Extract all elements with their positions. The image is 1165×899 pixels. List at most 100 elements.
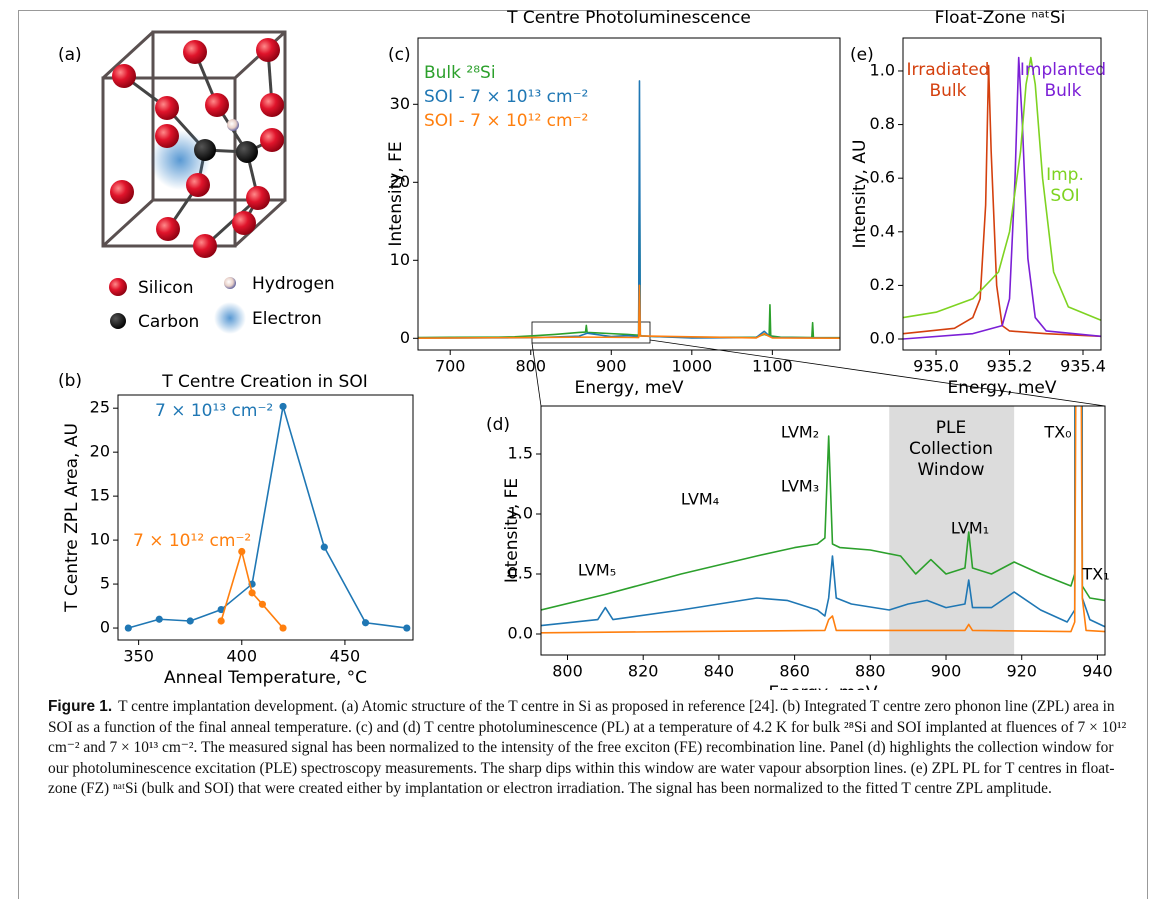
series-label-box: Irradiated Bulk	[900, 60, 996, 110]
axes-frame	[418, 38, 840, 350]
y-tick-label: 25	[90, 398, 110, 417]
annotation: PLE Collection Window	[892, 418, 1010, 481]
series-marker	[321, 544, 328, 551]
x-tick-label: 800	[515, 357, 546, 376]
figure: (a) Silicon Hydrogen	[0, 0, 1165, 690]
x-axis-label: Energy, meV	[769, 683, 878, 690]
y-tick-label: 10	[90, 530, 110, 549]
y-tick-label: 0.6	[870, 168, 895, 187]
x-tick-label: 400	[227, 647, 258, 666]
carbon-atom	[236, 141, 258, 163]
annotation: LVM₁	[951, 519, 989, 538]
carbon-atom	[194, 139, 216, 161]
y-tick-label: 5	[100, 574, 110, 593]
x-axis-label: Anneal Temperature, °C	[164, 668, 367, 688]
y-axis-label: Intensity, AU	[850, 140, 870, 249]
legend-marker	[110, 313, 126, 329]
annotation: TX₀	[1043, 423, 1071, 442]
legend-label: Electron	[252, 309, 322, 329]
chart-panel: Irradiated Bulk Implanted Bulk Imp. SOI 935…	[850, 8, 1111, 398]
y-tick-label: 0.0	[870, 329, 895, 348]
series-label: 7 × 10¹³ cm⁻²	[155, 401, 273, 421]
panel-a: (a) Silicon Hydrogen	[58, 32, 335, 334]
y-tick-label: 15	[90, 486, 110, 505]
x-tick-label: 700	[435, 357, 466, 376]
caption-label: Figure 1.	[48, 698, 112, 715]
chart-title: T Centre Creation in SOI	[161, 372, 367, 392]
legend-label: Carbon	[138, 312, 199, 332]
x-tick-label: 880	[855, 662, 886, 681]
series-marker	[187, 617, 194, 624]
series-marker	[259, 601, 266, 608]
y-tick-label: 30	[390, 94, 410, 113]
series-marker	[279, 624, 286, 631]
x-tick-label: 1000	[671, 357, 712, 376]
series-marker	[125, 624, 132, 631]
series-marker	[156, 616, 163, 623]
annotation: TX₁	[1081, 565, 1109, 584]
x-tick-label: 935.2	[987, 357, 1033, 376]
caption-text: T centre implantation development. (a) A…	[48, 698, 1126, 797]
series-marker	[248, 589, 255, 596]
chart-title: T Centre Photoluminescence	[506, 8, 751, 28]
y-tick-label: 20	[90, 442, 110, 461]
y-axis-label: Intensity, FE	[386, 141, 406, 246]
x-tick-label: 800	[552, 662, 583, 681]
x-tick-label: 820	[628, 662, 659, 681]
legend-marker	[214, 302, 246, 334]
annotation: LVM₃	[781, 477, 819, 496]
y-axis-label: T Centre ZPL Area, AU	[62, 423, 82, 613]
series-line	[418, 285, 840, 338]
y-axis-label: Intensity, FE	[502, 478, 522, 583]
series-marker	[218, 617, 225, 624]
panel-label: (a)	[58, 45, 82, 65]
y-tick-label: 0.2	[870, 275, 895, 294]
x-tick-label: 920	[1006, 662, 1037, 681]
x-tick-label: 1100	[752, 357, 793, 376]
x-axis-label: Energy, meV	[575, 378, 684, 398]
series-label: Implanted Bulk	[1015, 60, 1111, 102]
x-tick-label: 350	[123, 647, 154, 666]
legend-label: Hydrogen	[252, 274, 335, 294]
y-tick-label: 0.4	[870, 221, 895, 240]
x-tick-label: 935.0	[913, 357, 959, 376]
y-tick-label: 0	[400, 328, 410, 347]
caption: Figure 1.T centre implantation developme…	[48, 697, 1133, 800]
panel-label: (d)	[486, 415, 510, 435]
series-label: SOI - 7 × 10¹³ cm⁻²	[424, 87, 588, 107]
x-tick-label: 940	[1082, 662, 1113, 681]
panel-label: (b)	[58, 371, 82, 391]
y-tick-label: 10	[390, 250, 410, 269]
series-label: 7 × 10¹² cm⁻²	[133, 531, 251, 551]
y-tick-label: 0	[100, 618, 110, 637]
page: { "panel_a": {"label": "(a)", "legend": …	[0, 0, 1165, 899]
panel-label: (e)	[850, 45, 874, 65]
hydrogen-atom	[227, 119, 239, 131]
series-label-box: Implanted Bulk	[1015, 60, 1111, 110]
annotation-box: PLE Collection Window	[892, 418, 1010, 490]
x-axis-label: Energy, meV	[948, 378, 1057, 398]
x-tick-label: 900	[596, 357, 627, 376]
legend-marker	[109, 278, 127, 296]
y-tick-label: 1.5	[508, 444, 533, 463]
x-tick-label: 840	[704, 662, 735, 681]
chart-panel: 7 × 10¹³ cm⁻² 7 × 10¹² cm⁻² 350 400 450 0 5 10 1…	[58, 371, 413, 688]
series-marker	[362, 619, 369, 626]
series-label: Irradiated Bulk	[900, 60, 996, 102]
annotation: LVM₅	[578, 561, 616, 580]
y-tick-label: 0.8	[870, 114, 895, 133]
annotation: LVM₂	[781, 423, 819, 442]
legend-marker	[224, 277, 236, 289]
chart-title: Float-Zone ⁿᵃᵗSi	[935, 8, 1066, 28]
x-tick-label: 860	[779, 662, 810, 681]
x-tick-label: 450	[330, 647, 361, 666]
legend-label: Silicon	[138, 278, 193, 298]
series-marker	[279, 403, 286, 410]
y-tick-label: 0.0	[508, 624, 533, 643]
series-line	[418, 159, 840, 338]
series-label-box: Imp. SOI	[1030, 165, 1100, 215]
x-tick-label: 900	[931, 662, 962, 681]
series-marker	[403, 624, 410, 631]
annotation: LVM₄	[681, 490, 719, 509]
